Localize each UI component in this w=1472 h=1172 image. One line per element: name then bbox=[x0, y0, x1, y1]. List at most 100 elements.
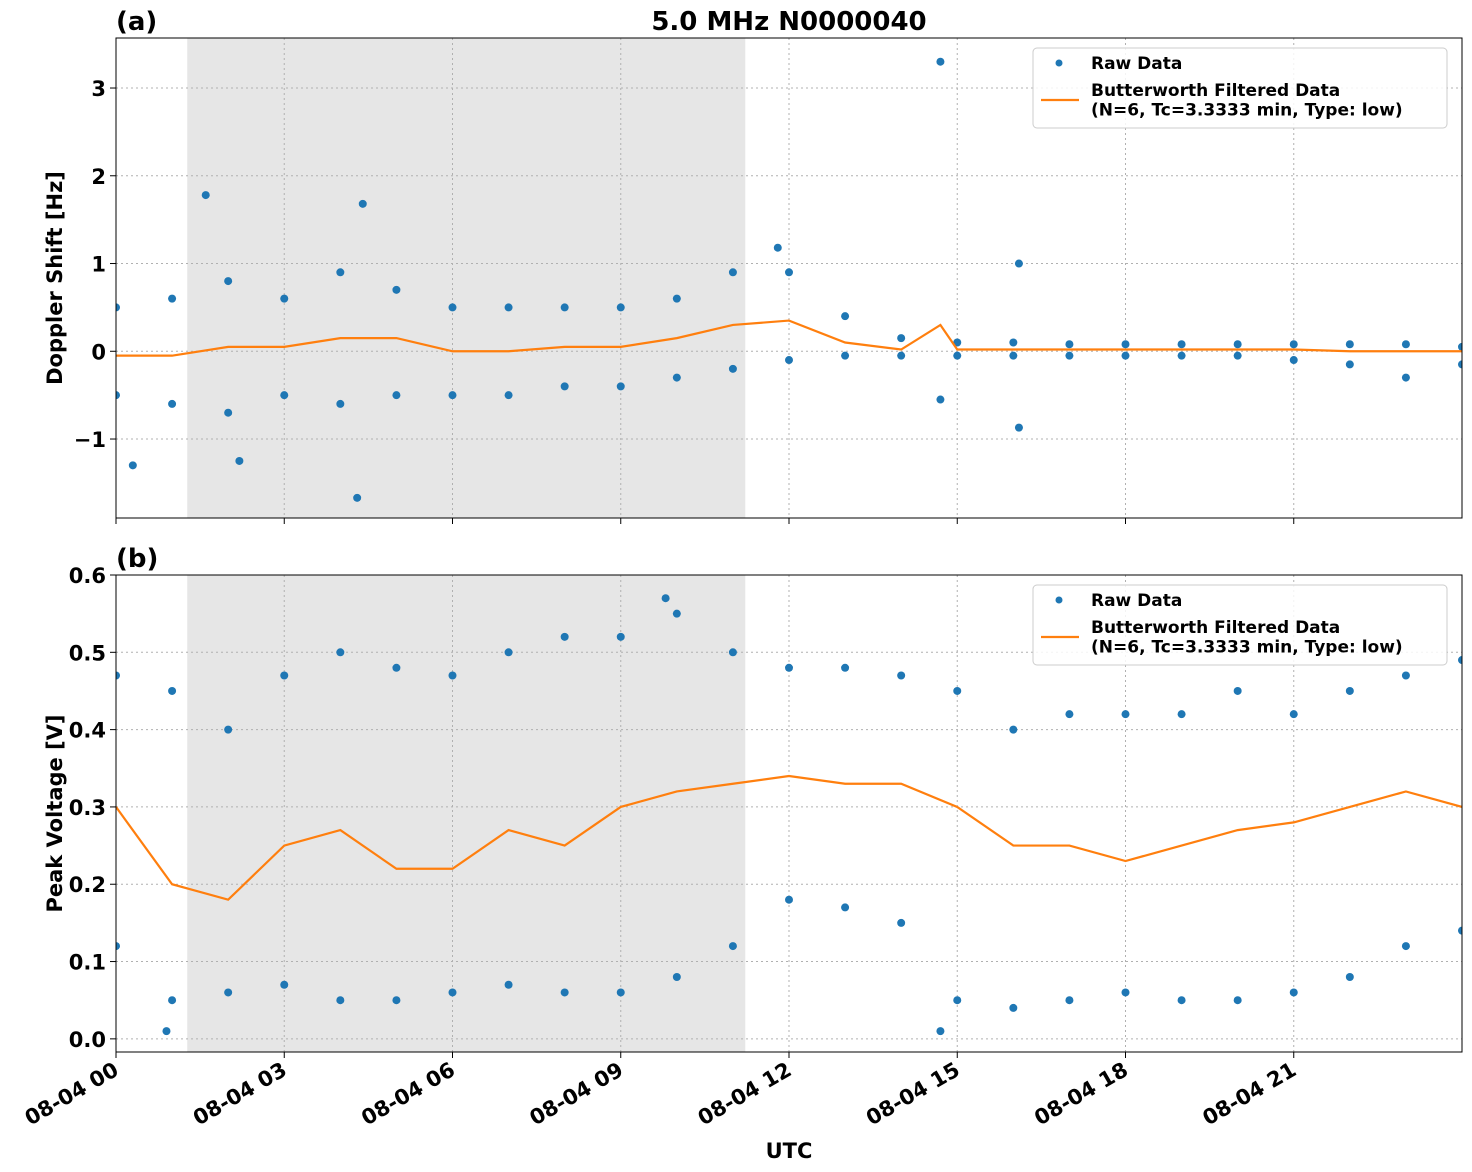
raw-point bbox=[785, 356, 793, 365]
raw-point bbox=[728, 942, 737, 951]
raw-point bbox=[1458, 926, 1462, 935]
raw-point bbox=[1009, 338, 1018, 347]
raw-point bbox=[841, 351, 850, 360]
shaded-region bbox=[187, 575, 746, 1052]
raw-point bbox=[1401, 373, 1410, 382]
raw-point bbox=[672, 294, 681, 303]
x-axis-label: UTC bbox=[766, 1139, 813, 1163]
legend-label: Butterworth Filtered Data (N=6, Tc=3.3333… bbox=[1091, 618, 1403, 658]
raw-point bbox=[224, 725, 233, 734]
y-tick-label: 0.4 bbox=[69, 719, 106, 743]
filtered-line bbox=[116, 774, 1462, 901]
raw-point bbox=[897, 334, 906, 343]
raw-point bbox=[1177, 351, 1186, 360]
y-tick-label: 2 bbox=[91, 165, 106, 189]
legend-label: Raw Data bbox=[1091, 591, 1182, 611]
raw-point bbox=[448, 391, 457, 400]
raw-point bbox=[392, 663, 401, 672]
raw-point bbox=[1014, 259, 1023, 268]
raw-point bbox=[392, 996, 401, 1005]
raw-point bbox=[336, 268, 345, 277]
y-tick-label: 0.6 bbox=[69, 564, 106, 588]
raw-point bbox=[1289, 710, 1298, 719]
filtered-line bbox=[116, 319, 1462, 357]
x-tick-label: 08-04 21 bbox=[1198, 1058, 1300, 1131]
raw-point bbox=[785, 663, 793, 672]
raw-point bbox=[1345, 340, 1354, 349]
y-tick-label: 0.5 bbox=[69, 641, 106, 665]
raw-point bbox=[1233, 351, 1242, 360]
plot-area bbox=[116, 57, 1462, 502]
y-tick-label: 0.1 bbox=[69, 951, 106, 975]
raw-point bbox=[280, 980, 289, 989]
raw-point bbox=[672, 973, 681, 982]
raw-point bbox=[1014, 423, 1023, 432]
raw-point bbox=[1345, 360, 1354, 369]
raw-point bbox=[1289, 340, 1298, 349]
y-tick-label: 1 bbox=[91, 253, 106, 277]
y-tick-label: 0.3 bbox=[69, 796, 106, 820]
raw-point bbox=[560, 303, 569, 312]
axes-frame bbox=[115, 574, 1463, 1053]
chart-title: 5.0 MHz N0000040 bbox=[651, 7, 926, 37]
y-tick-label: 0.2 bbox=[69, 873, 106, 897]
raw-point bbox=[936, 395, 945, 404]
raw-point bbox=[162, 1027, 171, 1036]
raw-point bbox=[1345, 686, 1354, 695]
raw-point bbox=[1009, 725, 1018, 734]
raw-point bbox=[661, 594, 670, 603]
raw-point bbox=[392, 285, 401, 294]
raw-point bbox=[1009, 1003, 1018, 1012]
raw-point bbox=[336, 996, 345, 1005]
raw-point bbox=[1177, 710, 1186, 719]
raw-point bbox=[1065, 351, 1074, 360]
raw-point bbox=[953, 338, 962, 347]
raw-point bbox=[168, 399, 177, 408]
raw-point bbox=[504, 648, 513, 657]
raw-point bbox=[336, 399, 345, 408]
legend-label: Butterworth Filtered Data (N=6, Tc=3.3333… bbox=[1091, 81, 1403, 121]
raw-point bbox=[1121, 710, 1130, 719]
raw-point bbox=[841, 312, 850, 321]
raw-point bbox=[897, 351, 906, 360]
shaded-region bbox=[187, 38, 746, 518]
raw-point bbox=[168, 686, 177, 695]
y-tick-label: 0 bbox=[91, 340, 106, 364]
raw-point bbox=[672, 609, 681, 618]
raw-point bbox=[392, 391, 401, 400]
raw-point bbox=[936, 1027, 945, 1036]
x-tick-label: 08-04 00 bbox=[21, 1058, 123, 1131]
raw-point bbox=[1065, 996, 1074, 1005]
legend-marker bbox=[1055, 596, 1063, 604]
panel-label: (b) bbox=[116, 544, 158, 574]
raw-point bbox=[1065, 710, 1074, 719]
raw-point bbox=[897, 671, 906, 680]
raw-point bbox=[448, 671, 457, 680]
raw-point bbox=[1345, 973, 1354, 982]
raw-point bbox=[616, 303, 625, 312]
raw-point bbox=[280, 294, 289, 303]
raw-point bbox=[1233, 340, 1242, 349]
raw-point bbox=[235, 456, 244, 465]
raw-point bbox=[504, 391, 513, 400]
raw-point bbox=[1401, 671, 1410, 680]
raw-point bbox=[728, 364, 737, 373]
raw-point bbox=[168, 294, 177, 303]
raw-point bbox=[953, 351, 962, 360]
raw-point bbox=[1289, 356, 1298, 365]
raw-point bbox=[504, 303, 513, 312]
raw-point bbox=[672, 373, 681, 382]
raw-point bbox=[1401, 942, 1410, 951]
legend-box bbox=[1032, 47, 1448, 129]
raw-point bbox=[224, 988, 233, 997]
raw-point bbox=[1121, 351, 1130, 360]
raw-point bbox=[168, 996, 177, 1005]
raw-point bbox=[128, 461, 137, 470]
raw-point bbox=[116, 942, 120, 951]
raw-point bbox=[448, 303, 457, 312]
raw-point bbox=[841, 903, 850, 912]
raw-point bbox=[1289, 988, 1298, 997]
raw-point bbox=[280, 391, 289, 400]
raw-point bbox=[1458, 656, 1462, 665]
